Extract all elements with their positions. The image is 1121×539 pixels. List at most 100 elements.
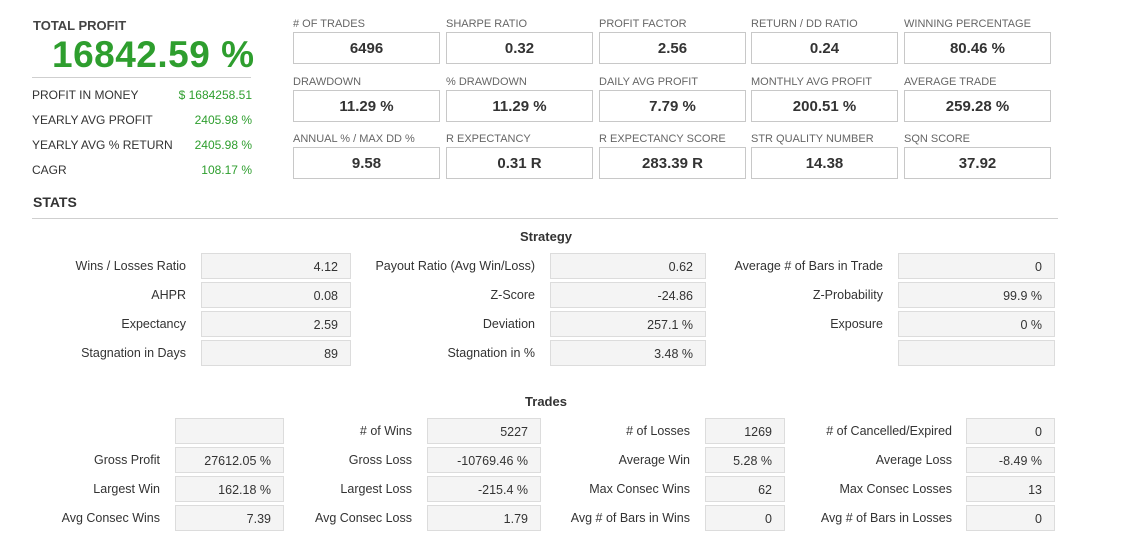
stat-label: Exposure: [830, 317, 883, 331]
metric-value: 11.29 %: [446, 90, 593, 122]
stat-label: Max Consec Losses: [839, 482, 952, 496]
metric-value: 14.38: [751, 147, 898, 179]
metric-label: R EXPECTANCY: [446, 133, 531, 145]
stat-value: -215.4 %: [427, 476, 541, 502]
metric-winning-percentage: WINNING PERCENTAGE 80.46 %: [904, 17, 1051, 64]
metric-label: STR QUALITY NUMBER: [751, 133, 874, 145]
strategy-section-title: Strategy: [519, 229, 573, 244]
stat-label: Largest Win: [93, 482, 160, 496]
metric-label: AVERAGE TRADE: [904, 76, 997, 88]
stat-value: 13: [966, 476, 1055, 502]
metric-profit-factor: PROFIT FACTOR 2.56: [599, 17, 746, 64]
stat-value: 5.28 %: [705, 447, 785, 473]
metric-annual-max-dd: ANNUAL % / MAX DD % 9.58: [293, 132, 440, 179]
stat-label: # of Wins: [359, 424, 412, 438]
stat-label: Average Loss: [875, 453, 952, 467]
metric-label: SHARPE RATIO: [446, 18, 528, 30]
stat-label: Z-Probability: [812, 288, 883, 302]
stat-label: Z-Score: [490, 288, 535, 302]
metric-value: 37.92: [904, 147, 1051, 179]
metric-str-quality-number: STR QUALITY NUMBER 14.38: [751, 132, 898, 179]
metric-sharpe-ratio: SHARPE RATIO 0.32: [446, 17, 593, 64]
metric-value: 9.58: [293, 147, 440, 179]
stat-value: 2.59: [201, 311, 351, 337]
stat-value: 0: [966, 418, 1055, 444]
stat-label: # of Losses: [626, 424, 690, 438]
stat-label: # of Cancelled/Expired: [826, 424, 952, 438]
stat-label: Average # of Bars in Trade: [734, 259, 883, 273]
summary-label: YEARLY AVG % RETURN: [32, 138, 173, 152]
stats-title: STATS: [33, 194, 77, 210]
summary-value: 2405.98 %: [194, 138, 252, 152]
metric-value: 6496: [293, 32, 440, 64]
stat-label: AHPR: [151, 288, 186, 302]
stat-value: 5227: [427, 418, 541, 444]
metric-drawdown: DRAWDOWN 11.29 %: [293, 75, 440, 122]
stat-label: Stagnation in Days: [81, 346, 186, 360]
metric-value: 200.51 %: [751, 90, 898, 122]
summary-value: $ 1684258.51: [178, 88, 252, 102]
metric-label: ANNUAL % / MAX DD %: [293, 133, 415, 145]
metric-value: 259.28 %: [904, 90, 1051, 122]
stat-value: 257.1 %: [550, 311, 706, 337]
stat-value: 0: [966, 505, 1055, 531]
metric-trades: # OF TRADES 6496: [293, 17, 440, 64]
summary-row-profit-in-money: PROFIT IN MONEY $ 1684258.51: [32, 88, 252, 102]
stat-value: -8.49 %: [966, 447, 1055, 473]
metric-value: 2.56: [599, 32, 746, 64]
stat-value: 0.62: [550, 253, 706, 279]
total-profit-label: TOTAL PROFIT: [33, 18, 127, 33]
metric-r-expectancy: R EXPECTANCY 0.31 R: [446, 132, 593, 179]
metric-label: # OF TRADES: [293, 18, 365, 30]
divider: [32, 218, 1058, 219]
metric-label: % DRAWDOWN: [446, 76, 527, 88]
stat-label: Largest Loss: [340, 482, 412, 496]
summary-label: CAGR: [32, 163, 67, 177]
stat-value: -10769.46 %: [427, 447, 541, 473]
metric-r-expectancy-score: R EXPECTANCY SCORE 283.39 R: [599, 132, 746, 179]
stat-value: [898, 340, 1055, 366]
metric-label: PROFIT FACTOR: [599, 18, 687, 30]
stat-value: 89: [201, 340, 351, 366]
stat-value: 0: [705, 505, 785, 531]
stat-value: 3.48 %: [550, 340, 706, 366]
metric-label: WINNING PERCENTAGE: [904, 18, 1031, 30]
metric-value: 7.79 %: [599, 90, 746, 122]
stat-value: 7.39: [175, 505, 284, 531]
summary-value: 108.17 %: [201, 163, 252, 177]
metric-percent-drawdown: % DRAWDOWN 11.29 %: [446, 75, 593, 122]
metric-label: SQN SCORE: [904, 133, 971, 145]
metric-label: RETURN / DD RATIO: [751, 18, 858, 30]
summary-row-yearly-avg-return: YEARLY AVG % RETURN 2405.98 %: [32, 138, 252, 152]
metric-label: DRAWDOWN: [293, 76, 362, 88]
stat-label: Avg Consec Loss: [314, 511, 412, 525]
metric-value: 80.46 %: [904, 32, 1051, 64]
stat-value: 1.79: [427, 505, 541, 531]
summary-row-yearly-avg-profit: YEARLY AVG PROFIT 2405.98 %: [32, 113, 252, 127]
stat-value: 0.08: [201, 282, 351, 308]
metric-value: 0.31 R: [446, 147, 593, 179]
metric-return-dd-ratio: RETURN / DD RATIO 0.24: [751, 17, 898, 64]
summary-label: YEARLY AVG PROFIT: [32, 113, 153, 127]
stat-value: 62: [705, 476, 785, 502]
stat-label: Gross Profit: [94, 453, 160, 467]
stat-value: 4.12: [201, 253, 351, 279]
stat-label: Wins / Losses Ratio: [75, 259, 186, 273]
metric-monthly-avg-profit: MONTHLY AVG PROFIT 200.51 %: [751, 75, 898, 122]
stat-value: 99.9 %: [898, 282, 1055, 308]
stat-value: 162.18 %: [175, 476, 284, 502]
stat-label: Payout Ratio (Avg Win/Loss): [375, 259, 535, 273]
stat-label: Deviation: [482, 317, 535, 331]
stat-value: 27612.05 %: [175, 447, 284, 473]
stat-label: Gross Loss: [348, 453, 412, 467]
stat-label: Avg # of Bars in Wins: [570, 511, 690, 525]
stat-label: Avg # of Bars in Losses: [820, 511, 952, 525]
metric-label: R EXPECTANCY SCORE: [599, 133, 726, 145]
summary-row-cagr: CAGR 108.17 %: [32, 163, 252, 177]
metric-average-trade: AVERAGE TRADE 259.28 %: [904, 75, 1051, 122]
stat-label: Average Win: [618, 453, 690, 467]
stat-value: [175, 418, 284, 444]
trades-section-title: Trades: [525, 394, 567, 409]
stat-value: 1269: [705, 418, 785, 444]
metric-value: 11.29 %: [293, 90, 440, 122]
